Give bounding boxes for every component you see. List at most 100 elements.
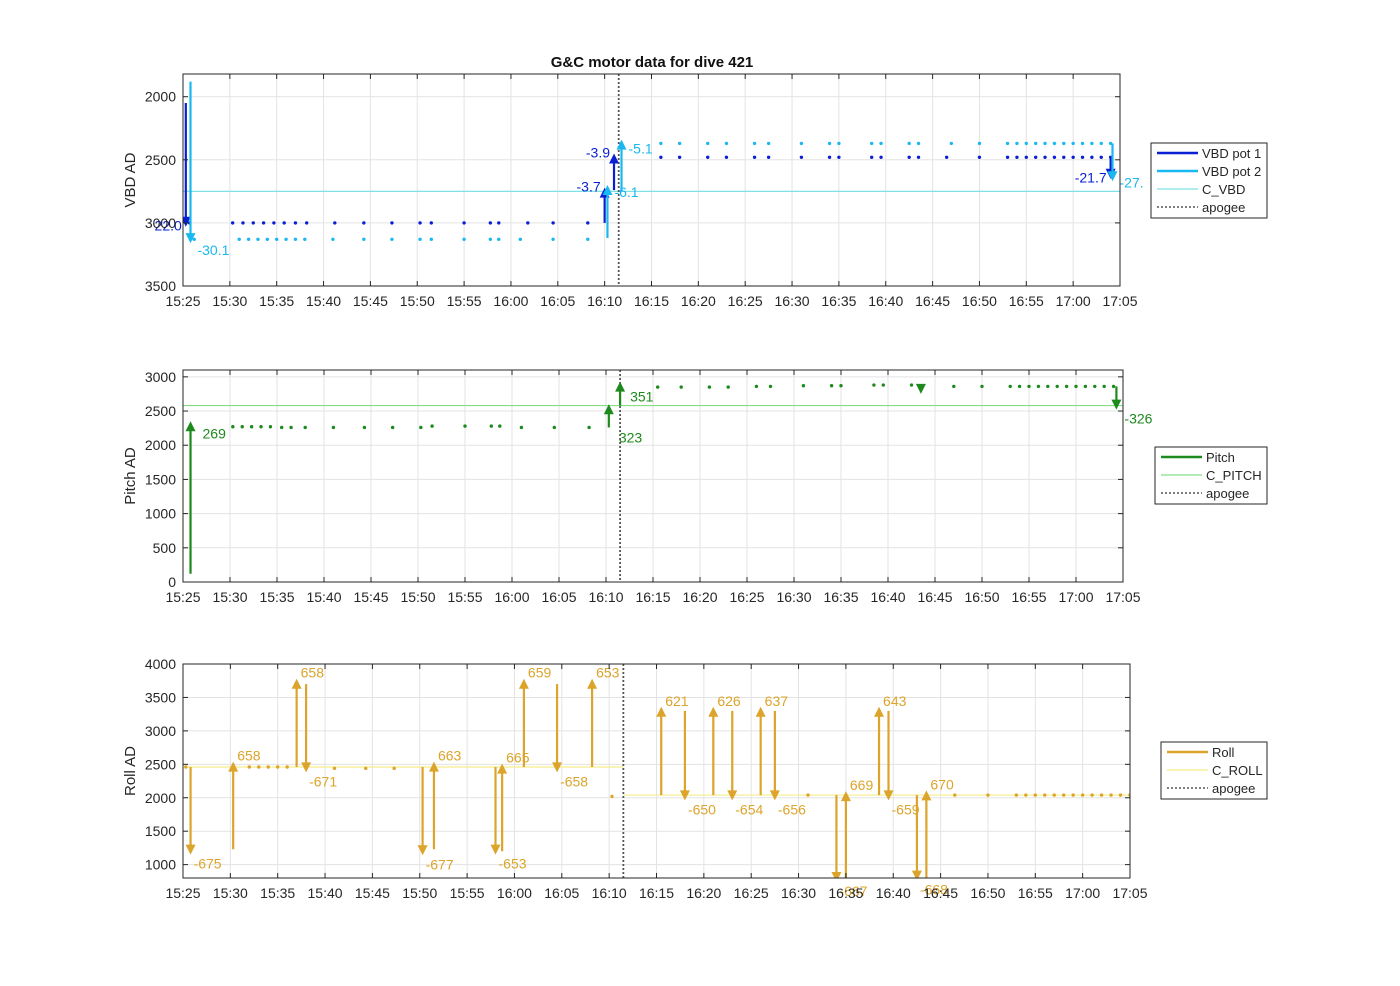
pitch-point xyxy=(1093,384,1097,389)
roll-xtick-label: 16:45 xyxy=(923,885,958,901)
vbd-pot-1-point xyxy=(586,221,590,225)
vbd-xtick-label: 16:25 xyxy=(728,293,763,309)
vbd-xtick-label: 15:25 xyxy=(165,293,200,309)
vbd-pot-2-point xyxy=(586,237,590,242)
pitch-xtick-label: 15:35 xyxy=(259,589,294,605)
roll-xtick-label: 16:30 xyxy=(781,885,816,901)
vbd-pot-1-point xyxy=(944,155,949,159)
roll-event-label: -668 xyxy=(920,882,948,898)
pitch-point xyxy=(881,383,885,387)
pitch-event-label: 323 xyxy=(619,429,643,445)
roll-event-arrowhead xyxy=(228,761,239,772)
roll-point xyxy=(1071,793,1075,797)
roll-event-label: 643 xyxy=(883,693,907,709)
pitch-point xyxy=(362,425,367,430)
vbd-pot-2-point xyxy=(429,237,434,242)
vbd-pot-1-point xyxy=(488,221,493,225)
vbd-pot-2-point xyxy=(246,237,251,242)
pitch-ytick-label: 0 xyxy=(168,574,176,590)
vbd-pot-2-point xyxy=(390,237,394,242)
vbd-pot-1-point xyxy=(1090,155,1094,159)
vbd-xtick-label: 16:05 xyxy=(540,293,575,309)
vbd-pot-1-point xyxy=(799,155,804,159)
roll-event-arrowhead xyxy=(883,790,894,801)
roll-xtick-label: 16:50 xyxy=(970,885,1005,901)
pitch-xtick-label: 16:05 xyxy=(541,589,576,605)
roll-point xyxy=(806,793,810,797)
roll-event-arrowhead xyxy=(769,790,780,801)
roll-event-label: 665 xyxy=(506,750,530,766)
vbd-panel: 22.0 -3.7 -3.9 -21.7 -30.1 -6.1 -5.1 -27. 15:25 1… xyxy=(122,73,1268,309)
roll-xtick-label: 16:55 xyxy=(1018,885,1053,901)
pitch-xtick-label: 17:05 xyxy=(1105,589,1140,605)
roll-point xyxy=(610,794,614,799)
vbd-legend-label: VBD pot 2 xyxy=(1202,164,1261,179)
roll-point xyxy=(392,766,396,771)
vbd-pot-2-point xyxy=(724,141,729,146)
vbd-pot-2-point xyxy=(1071,141,1075,146)
roll-event-label: 621 xyxy=(665,693,689,709)
vbd-pot-2-point xyxy=(256,237,260,242)
roll-xtick-label: 15:35 xyxy=(260,885,295,901)
roll-event-label: -677 xyxy=(426,856,454,872)
roll-xtick-label: 15:25 xyxy=(165,885,200,901)
roll-xtick-label: 16:35 xyxy=(828,885,863,901)
vbd-pot-2-point xyxy=(1099,141,1103,146)
vbd-pot-1-point xyxy=(869,155,874,159)
pitch-point xyxy=(872,383,876,387)
pitch-legend-label: apogee xyxy=(1206,486,1249,501)
vbd-pot-2-point xyxy=(907,141,911,146)
roll-legend-label: apogee xyxy=(1212,781,1255,796)
vbd-pot-2-point xyxy=(916,141,921,146)
vbd-pot-2-point xyxy=(488,237,493,242)
roll-xtick-label: 17:05 xyxy=(1112,885,1147,901)
vbd-pot-1-point xyxy=(706,155,710,159)
vbd-pot-2-event-arrowhead xyxy=(1107,171,1118,182)
pitch-panel: 269 323 351 -326 15:25 15:30 15:35 15:40 15:45 15… xyxy=(122,369,1268,605)
pitch-ytick-label: 1000 xyxy=(145,506,176,522)
roll-point xyxy=(1090,793,1094,797)
roll-point xyxy=(285,765,289,769)
roll-event-label: -667 xyxy=(839,883,867,899)
pitch-point xyxy=(1074,384,1078,389)
vbd-pot-2-point xyxy=(518,237,523,242)
roll-event-label: -659 xyxy=(892,801,920,817)
vbd-pot-1-point xyxy=(333,221,337,225)
vbd-xtick-label: 16:50 xyxy=(962,293,997,309)
roll-event-label: -654 xyxy=(735,801,763,817)
vbd-xtick-label: 16:10 xyxy=(587,293,622,309)
pitch-event-arrowhead xyxy=(185,421,196,432)
vbd-pot-2-point xyxy=(799,141,804,146)
roll-event-label: 658 xyxy=(237,748,261,764)
vbd-pot-1-point xyxy=(526,221,530,225)
pitch-point xyxy=(980,384,984,389)
roll-point xyxy=(257,765,261,769)
pitch-event-arrowhead xyxy=(1111,399,1122,410)
roll-ytick-label: 2500 xyxy=(145,756,176,772)
vbd-xtick-label: 16:15 xyxy=(634,293,669,309)
pitch-xtick-label: 15:25 xyxy=(165,589,200,605)
vbd-xtick-label: 16:55 xyxy=(1009,293,1044,309)
pitch-point xyxy=(754,384,759,389)
vbd-pot-2-point xyxy=(1062,141,1066,146)
roll-event-label: -653 xyxy=(499,856,527,872)
pitch-point xyxy=(829,384,834,388)
pitch-xtick-label: 16:55 xyxy=(1011,589,1046,605)
vbd-pot-1-point xyxy=(272,221,276,225)
vbd-xtick-label: 15:35 xyxy=(259,293,294,309)
vbd-pot-2-point xyxy=(551,237,555,242)
vbd-pot-2-event-arrowhead xyxy=(602,185,613,196)
pitch-event-label: 351 xyxy=(630,389,654,405)
roll-point xyxy=(953,793,957,797)
vbd-pot-1-event-arrowhead xyxy=(609,153,620,164)
pitch-point xyxy=(1055,384,1059,389)
pitch-point xyxy=(1027,384,1031,389)
pitch-point xyxy=(240,425,244,429)
pitch-xtick-label: 15:40 xyxy=(306,589,341,605)
roll-event-arrowhead xyxy=(552,762,563,773)
pitch-point xyxy=(1102,384,1106,389)
vbd-pot-1-point xyxy=(1052,155,1057,159)
vbd-pot-1-point xyxy=(907,155,911,159)
roll-xtick-label: 15:40 xyxy=(308,885,343,901)
vbd-pot-1-event-label: -3.7 xyxy=(577,179,601,195)
